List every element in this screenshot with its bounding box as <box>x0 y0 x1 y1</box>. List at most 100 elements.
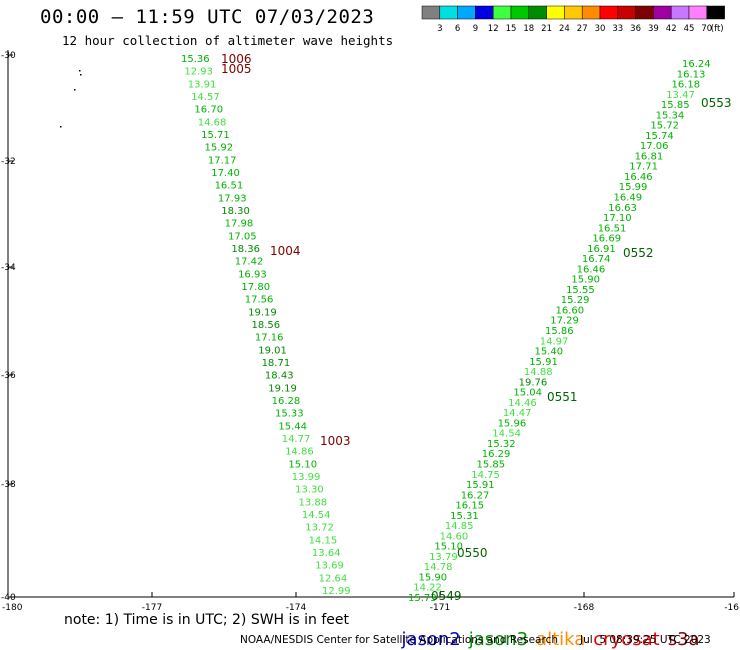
lat-tick-label: -30 <box>1 51 16 61</box>
lat-tick-label: -34 <box>1 263 16 273</box>
colorbar-swatch <box>492 5 512 20</box>
wave-height-label: 14.57 <box>191 92 220 103</box>
island-speck <box>80 74 82 76</box>
wave-height-label: 16.24 <box>682 59 711 70</box>
lon-tick-label: -168 <box>574 603 595 613</box>
wave-height-label: 15.36 <box>181 54 210 65</box>
wave-height-label: 14.68 <box>198 117 227 128</box>
colorbar-label: 70 <box>701 24 712 34</box>
wave-height-label: 13.64 <box>312 548 341 559</box>
colorbar-label: 42 <box>666 24 677 34</box>
wave-height-label: 12.93 <box>184 67 213 78</box>
satellite-cryosat: cryosat <box>593 629 660 650</box>
colorbar-swatch <box>688 5 708 20</box>
colorbar-swatch <box>599 5 619 20</box>
wave-height-label: 18.71 <box>262 358 291 369</box>
satellite-jason3: jason3 <box>468 629 529 650</box>
wave-height-label: 18.30 <box>221 206 250 217</box>
wave-height-label: 15.10 <box>288 459 317 470</box>
wave-height-label: 14.54 <box>302 510 331 521</box>
wave-height-label: 19.01 <box>258 345 287 356</box>
color-legend: 3 6 9 12 15 18 21 24 27 30 33 36 39 42 45 70(ft) <box>421 5 725 34</box>
wave-height-label: 13.79 <box>429 552 458 563</box>
pass-time-label: 0553 <box>701 96 732 110</box>
satellite-s3a: s3a <box>667 629 700 650</box>
wave-height-label: 14.88 <box>524 367 553 378</box>
wave-height-label: 15.85 <box>661 100 690 111</box>
island-speck <box>74 89 76 91</box>
wave-height-label: 15.73 <box>408 593 437 604</box>
wave-height-label: 16.29 <box>482 449 511 460</box>
track-east: 16.2416.1316.1813.4715.8515.3415.7215.74… <box>408 59 732 604</box>
colorbar-label: 24 <box>559 24 570 34</box>
latitude-axis: -30 -32 -34 -36 -38 -40 <box>1 51 16 603</box>
wave-height-label: 14.75 <box>471 470 500 481</box>
wave-height-label: 17.05 <box>228 231 257 242</box>
wave-height-label: 15.40 <box>534 347 563 358</box>
colorbar-label: 33 <box>612 24 623 34</box>
colorbar-swatch <box>581 5 601 20</box>
wave-height-label: 13.99 <box>292 472 321 483</box>
wave-height-label: 16.51 <box>598 223 627 234</box>
colorbar-label: 39 <box>648 24 659 34</box>
wave-height-label: 16.46 <box>624 172 653 183</box>
wave-height-label: 17.06 <box>640 141 669 152</box>
wave-height-label: 15.90 <box>419 572 448 583</box>
wave-height-label: 14.86 <box>285 447 314 458</box>
wave-height-label: 19.76 <box>519 377 548 388</box>
wave-height-label: 15.33 <box>275 409 304 420</box>
wave-height-label: 14.60 <box>440 531 469 542</box>
colorbar-label: 12 <box>488 24 499 34</box>
wave-height-label: 15.91 <box>529 357 558 368</box>
wave-height-label: 14.77 <box>282 434 311 445</box>
lon-tick-label: -16 <box>724 603 739 613</box>
colorbar-label: 3 <box>437 24 442 34</box>
wave-height-label: 14.22 <box>413 583 442 594</box>
wave-height-label: 15.90 <box>571 275 600 286</box>
satellite-legend: jason2 jason3 altika cryosat s3a <box>390 608 708 650</box>
colorbar-swatch <box>635 5 654 20</box>
wave-height-label: 14.46 <box>508 398 537 409</box>
lat-tick-label: -32 <box>1 157 16 167</box>
lon-tick-label: -174 <box>286 603 307 613</box>
wave-height-label: 15.29 <box>561 295 590 306</box>
wave-height-label: 15.91 <box>466 480 495 491</box>
wave-height-label: 16.81 <box>635 151 664 162</box>
wave-height-label: 14.97 <box>540 336 569 347</box>
credit-line: NOAA/NESDIS Center for Satellite Applica… <box>240 634 711 646</box>
wave-height-label: 16.49 <box>614 193 643 204</box>
pass-time-label: 0550 <box>457 546 488 560</box>
satellite-jason2: jason2 <box>401 629 461 650</box>
wave-height-label: 14.85 <box>445 521 474 532</box>
colorbar-swatch <box>670 5 690 20</box>
wave-height-label: 16.51 <box>215 181 244 192</box>
wave-height-label: 15.32 <box>487 439 516 450</box>
wave-height-label: 15.86 <box>545 326 574 337</box>
wave-height-label: 15.34 <box>656 110 685 121</box>
wave-height-label: 12.99 <box>322 586 351 597</box>
wave-height-label: 13.72 <box>305 523 334 534</box>
wave-height-label: 16.93 <box>238 269 267 280</box>
wave-height-label: 13.88 <box>299 497 328 508</box>
pass-time-label: 0549 <box>431 589 462 603</box>
colorbar-label: 6 <box>455 24 460 34</box>
wave-height-label: 18.36 <box>231 244 260 255</box>
map-title: 00:00 – 11:59 UTC 07/03/2023 <box>40 6 375 28</box>
wave-height-label: 15.10 <box>434 542 463 553</box>
wave-height-label: 15.04 <box>513 388 542 399</box>
colorbar-swatch <box>706 5 725 20</box>
colorbar-label: 30 <box>595 24 606 34</box>
colorbar-swatch <box>564 5 583 20</box>
colorbar-swatch <box>546 5 565 20</box>
wave-height-label: 13.30 <box>295 485 324 496</box>
wave-height-label: 15.44 <box>278 421 307 432</box>
lat-tick-label: -36 <box>1 371 16 381</box>
wave-height-label: 18.56 <box>252 320 281 331</box>
colorbar-swatch <box>475 5 494 20</box>
lon-tick-label: -177 <box>142 603 162 613</box>
pass-time-label: 0552 <box>623 246 654 260</box>
wave-height-label: 17.17 <box>208 155 237 166</box>
wave-height-label: 17.98 <box>225 219 254 230</box>
